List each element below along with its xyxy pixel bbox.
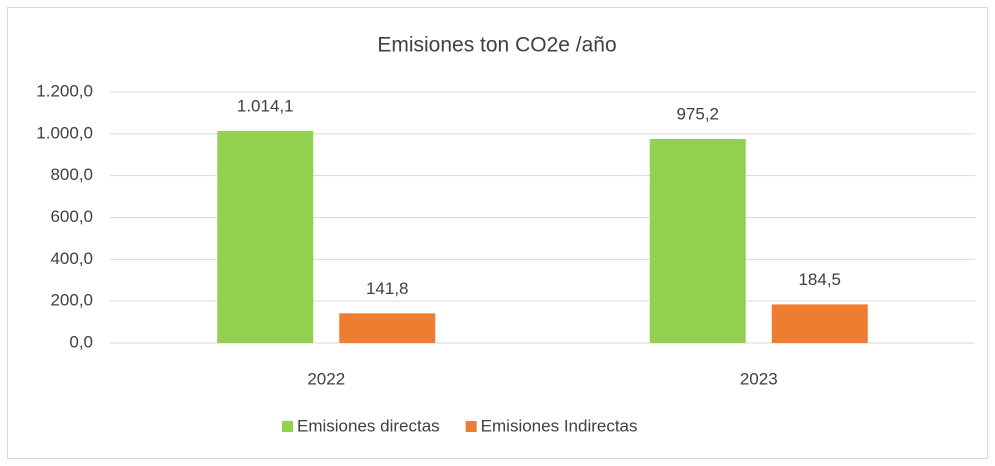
y-tick-label: 400,0 bbox=[50, 249, 93, 268]
data-label: 1.014,1 bbox=[237, 96, 294, 115]
y-tick-label: 1.000,0 bbox=[36, 123, 93, 142]
y-tick-label: 0,0 bbox=[69, 332, 93, 351]
legend-label: Emisiones directas bbox=[297, 416, 440, 435]
legend-swatch bbox=[282, 421, 293, 432]
x-tick-label: 2022 bbox=[307, 369, 345, 388]
data-label: 975,2 bbox=[676, 105, 719, 124]
x-tick-label: 2023 bbox=[740, 369, 778, 388]
y-tick-label: 1.200,0 bbox=[36, 81, 93, 100]
legend-label: Emisiones Indirectas bbox=[481, 416, 638, 435]
bar bbox=[771, 304, 868, 343]
y-tick-label: 800,0 bbox=[50, 165, 93, 184]
bar bbox=[649, 139, 746, 343]
legend-swatch bbox=[465, 421, 477, 432]
data-label: 184,5 bbox=[798, 270, 841, 289]
data-label: 141,8 bbox=[366, 279, 409, 298]
bar bbox=[217, 130, 314, 343]
y-tick-label: 200,0 bbox=[50, 291, 93, 310]
y-tick-label: 600,0 bbox=[50, 207, 93, 226]
chart-title: Emisiones ton CO2e /año bbox=[377, 34, 616, 57]
chart-border bbox=[7, 7, 988, 459]
bar bbox=[339, 313, 436, 343]
